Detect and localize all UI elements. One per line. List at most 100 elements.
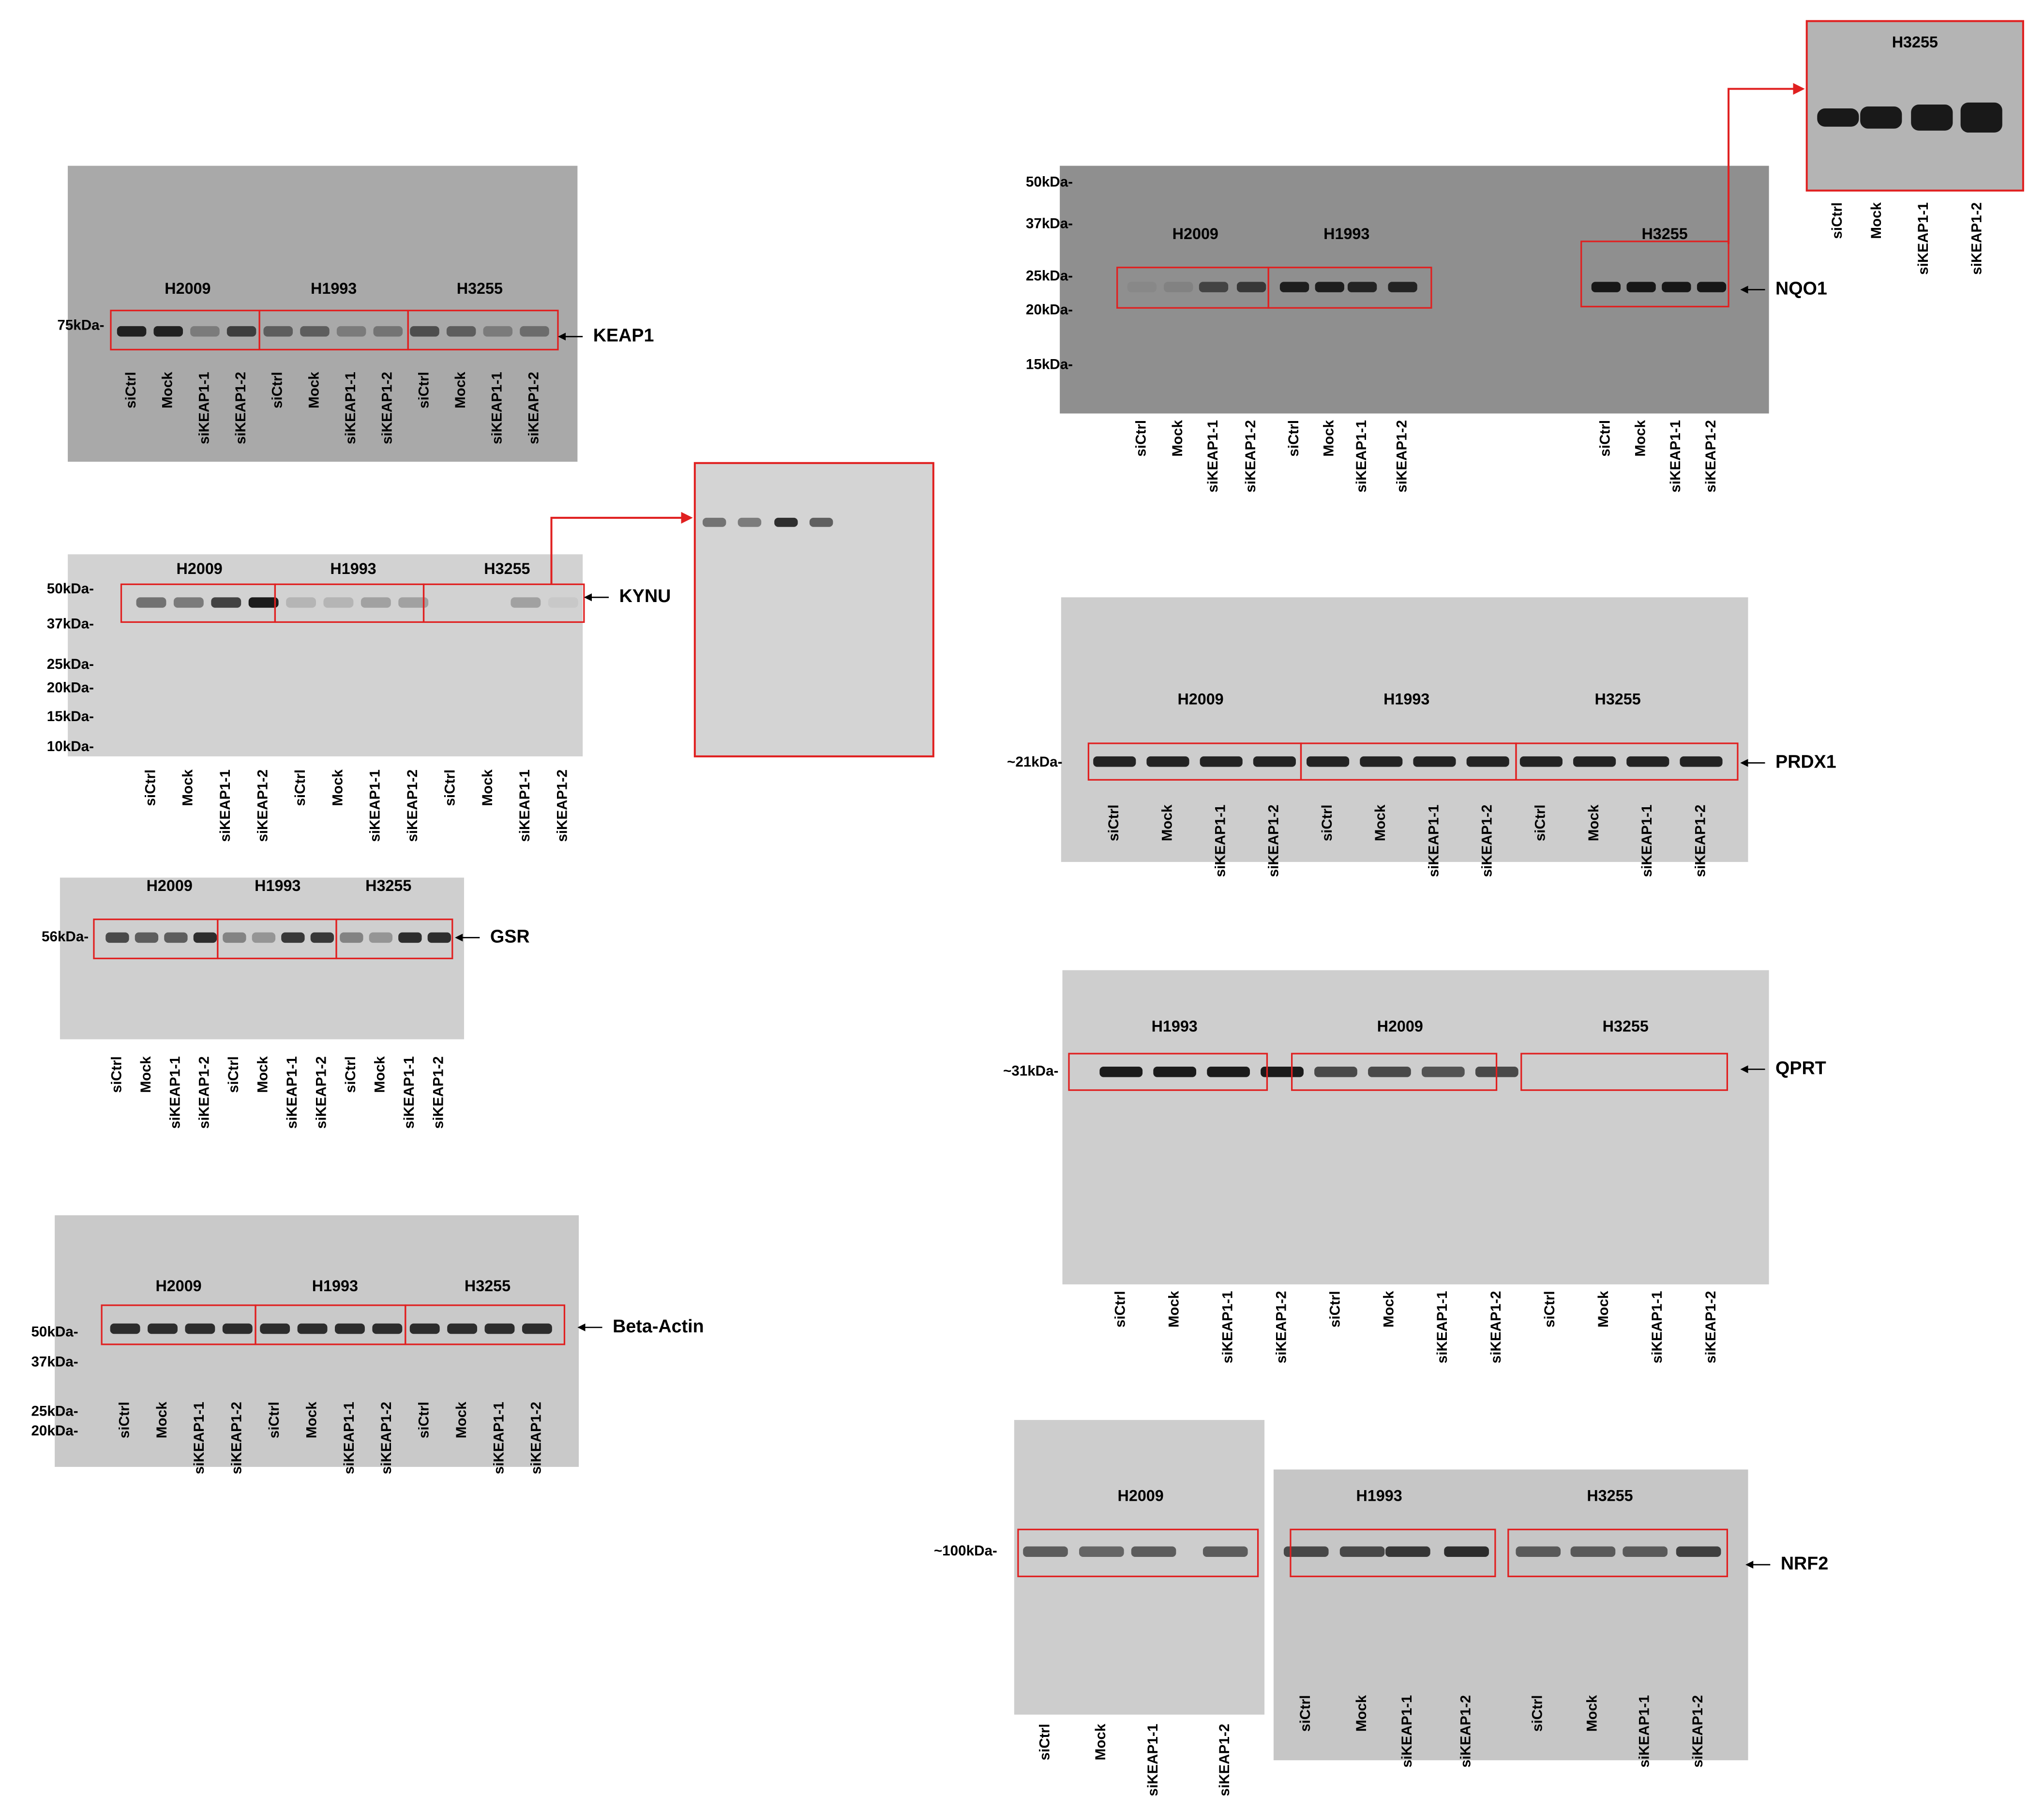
lane-label: siKEAP1-1: [284, 1056, 300, 1129]
band: [522, 1323, 552, 1334]
band: [809, 517, 833, 527]
lane-label: siKEAP1-2: [1969, 202, 1984, 275]
lane-label: siCtrl: [1297, 1695, 1313, 1732]
band: [300, 326, 330, 337]
highlight-box: [1291, 1053, 1498, 1091]
cell-line-label: H1993: [311, 280, 357, 297]
marker-label: 15kDa-: [1026, 357, 1073, 373]
highlight-box: [335, 919, 453, 960]
lane-label: siKEAP1-2: [1217, 1724, 1232, 1796]
band: [1368, 1067, 1411, 1077]
band: [110, 1323, 140, 1334]
lane-label: siKEAP1-1: [489, 372, 505, 444]
band: [398, 932, 422, 943]
band: [1626, 282, 1656, 292]
lane-label: siKEAP1-1: [1915, 202, 1931, 275]
band: [1960, 102, 2002, 133]
lane-label: Mock: [1868, 202, 1884, 239]
inset-blot: [693, 462, 934, 757]
protein-label: NQO1: [1775, 278, 1827, 298]
lane-label: Mock: [306, 372, 322, 408]
lane-label: siCtrl: [270, 372, 286, 408]
cell-line-label: H3255: [457, 280, 503, 297]
lane-label: siCtrl: [1133, 420, 1149, 457]
highlight-box: [1290, 1528, 1496, 1577]
cell-line-label: H2009: [1118, 1487, 1164, 1505]
highlight-box: [1515, 742, 1739, 781]
band: [703, 517, 726, 527]
lane-label: siCtrl: [1533, 805, 1548, 842]
band: [1261, 1067, 1304, 1077]
lane-label: siKEAP1-1: [191, 1402, 207, 1474]
lane-label: siCtrl: [442, 769, 458, 806]
cell-line-label: H3255: [1641, 225, 1687, 242]
lane-label: Mock: [160, 372, 176, 408]
marker-label: ~21kDa-: [1007, 754, 1062, 770]
highlight-box: [1520, 1053, 1728, 1091]
band: [1099, 1067, 1143, 1077]
lane-label: Mock: [1353, 1695, 1369, 1732]
band: [483, 326, 513, 337]
lane-label: siKEAP1-2: [1488, 1291, 1504, 1363]
highlight-box: [1017, 1528, 1259, 1577]
highlight-box: [422, 583, 585, 623]
cell-line-label: H2009: [165, 280, 210, 297]
marker-label: 20kDa-: [1026, 302, 1073, 317]
band: [1279, 282, 1309, 292]
band: [135, 932, 159, 943]
band: [447, 1323, 478, 1334]
band: [336, 326, 366, 337]
cell-line-label: H3255: [1594, 691, 1640, 708]
lane-label: siCtrl: [343, 1056, 359, 1093]
marker-label: 25kDa-: [31, 1403, 78, 1419]
lane-label: Mock: [1170, 420, 1186, 456]
cell-line-label: H3255: [1587, 1487, 1633, 1505]
lane-label: siKEAP1-1: [343, 372, 359, 444]
lane-label: siCtrl: [116, 1402, 132, 1438]
lane-label: Mock: [330, 769, 346, 806]
band: [372, 1323, 403, 1334]
lane-label: siCtrl: [123, 372, 139, 408]
lane-label: siKEAP1-2: [1690, 1695, 1706, 1767]
lane-label: siCtrl: [142, 769, 158, 806]
band: [1023, 1546, 1068, 1557]
band: [361, 597, 391, 608]
lane-label: siKEAP1-1: [1399, 1695, 1415, 1767]
lane-label: Mock: [255, 1056, 271, 1093]
marker-label: 37kDa-: [31, 1354, 78, 1370]
cell-line-label: H3255: [365, 877, 411, 894]
lane-label: siCtrl: [1542, 1291, 1558, 1327]
band: [190, 326, 220, 337]
band: [427, 932, 451, 943]
band: [323, 597, 354, 608]
lane-label: siKEAP1-2: [526, 372, 541, 444]
lane-label: siKEAP1-1: [1213, 805, 1229, 877]
lane-label: siKEAP1-2: [378, 1402, 394, 1474]
band: [1236, 282, 1266, 292]
band: [1516, 1546, 1561, 1557]
cell-line-label: H3255: [465, 1277, 511, 1295]
cell-line-label: H1993: [1323, 225, 1369, 242]
band: [310, 932, 334, 943]
band: [164, 932, 188, 943]
band: [222, 1323, 253, 1334]
lane-label: siKEAP1-1: [341, 1402, 357, 1474]
band: [1202, 1546, 1248, 1557]
marker-label: 20kDa-: [31, 1423, 78, 1439]
cell-line-label: H2009: [177, 560, 223, 577]
band: [1079, 1546, 1124, 1557]
band: [1413, 756, 1456, 767]
lane-label: siKEAP1-1: [167, 1056, 183, 1129]
band: [1444, 1546, 1489, 1557]
band: [193, 932, 217, 943]
lane-label: siKEAP1-2: [1692, 805, 1708, 877]
cell-line-label: H1993: [1152, 1018, 1198, 1035]
lane-label: Mock: [1632, 420, 1648, 456]
cell-line-label: H2009: [147, 877, 193, 894]
band: [136, 597, 166, 608]
lane-label: siKEAP1-2: [555, 769, 571, 842]
lane-label: siCtrl: [266, 1402, 282, 1438]
band: [117, 326, 147, 337]
band: [1626, 756, 1669, 767]
